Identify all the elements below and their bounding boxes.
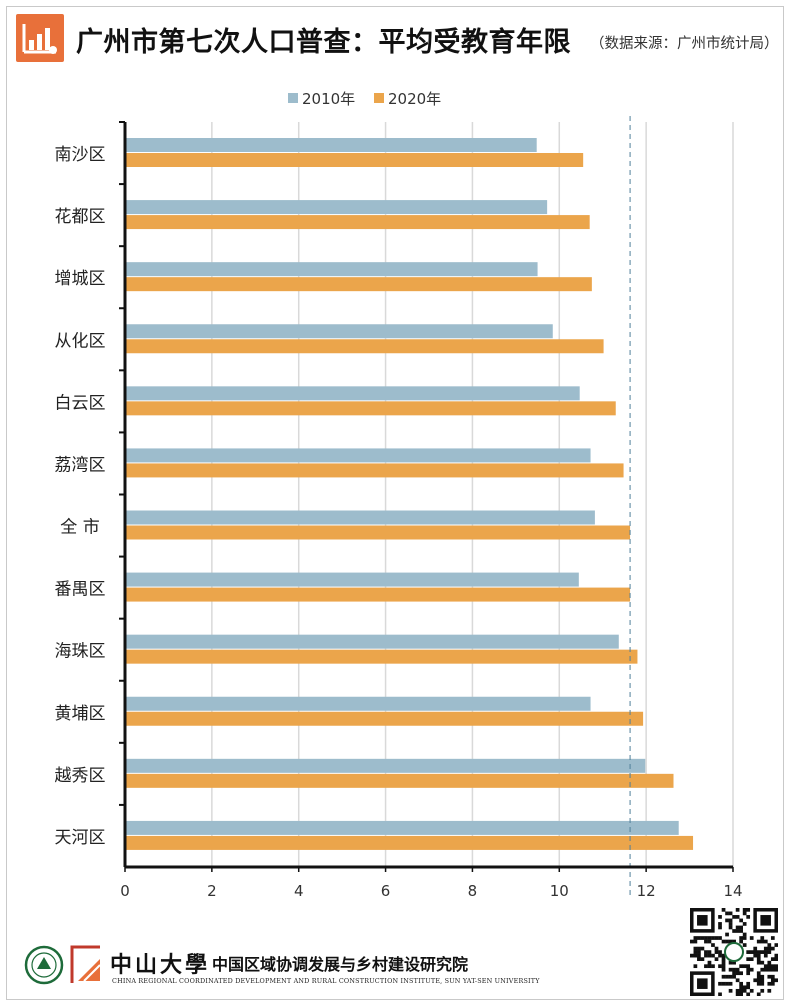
bar-2020 [125,339,604,354]
bar-2010 [125,696,591,711]
category-label: 花都区 [55,207,106,227]
bar-2010 [125,634,619,649]
bar-2010 [125,572,579,587]
bar-2010 [125,386,580,401]
category-label: 白云区 [55,393,106,413]
university-seal-icon [24,945,64,985]
bar-2010 [125,200,548,215]
footer: 中山大學 中国区域协调发展与乡村建设研究院 CHINA REGIONAL COO… [0,905,792,1005]
x-tick-label: 4 [294,882,304,900]
page-title: 广州市第七次人口普查：平均受教育年限 [76,27,571,58]
x-tick-label: 0 [120,882,130,900]
x-tick-label: 14 [723,882,742,900]
x-tick-label: 12 [637,882,656,900]
institute-name: 中国区域协调发展与乡村建设研究院 [212,955,469,974]
bar-2020 [125,525,631,540]
institute-name-en: CHINA REGIONAL COORDINATED DEVELOPMENT A… [112,977,540,985]
bar-2010 [125,138,537,152]
institute-logo-icon [70,945,101,983]
category-label: 番禺区 [55,580,106,600]
bar-2020 [125,277,592,292]
bar-2020 [125,773,674,788]
bar-2010 [125,758,646,773]
bar-2020 [125,401,616,416]
page-frame [6,6,784,1000]
category-label: 增城区 [55,269,106,289]
x-tick-label: 2 [207,882,217,900]
header: 广州市第七次人口普查：平均受教育年限 （数据来源：广州市统计局） [16,14,786,70]
legend-item-2020: 2020年 [374,88,441,109]
category-label: 海珠区 [55,642,106,662]
bar-2020 [125,153,584,167]
category-label: 黄埔区 [55,704,106,724]
x-tick-label: 8 [468,882,478,900]
data-source: （数据来源：广州市统计局） [590,36,779,52]
bar-2020 [125,711,644,726]
bar-2010 [125,510,595,525]
legend-swatch-2020 [374,93,384,103]
legend-swatch-2010 [288,93,298,103]
bar-2010 [125,324,553,339]
category-label: 荔湾区 [55,455,106,475]
qr-code-icon [690,908,778,996]
university-name: 中山大學 [110,952,211,978]
category-label: 南沙区 [55,145,106,165]
legend-label-2010: 2010年 [302,90,356,108]
category-label: 从化区 [55,331,106,351]
x-tick-label: 6 [381,882,391,900]
bar-2020 [125,587,631,602]
bar-2020 [125,649,638,664]
bar-2010 [125,262,538,277]
bar-chart-icon [16,14,64,62]
x-tick-label: 10 [550,882,569,900]
bar-2010 [125,448,591,463]
legend-label-2020: 2020年 [388,90,442,108]
bar-2020 [125,215,590,230]
category-label: 天河区 [55,828,106,848]
bar-2020 [125,463,624,478]
bar-2020 [125,835,694,850]
category-label: 越秀区 [55,766,106,786]
category-label: 全 市 [60,518,99,538]
legend-item-2010: 2010年 [288,88,355,109]
bar-2010 [125,820,679,835]
